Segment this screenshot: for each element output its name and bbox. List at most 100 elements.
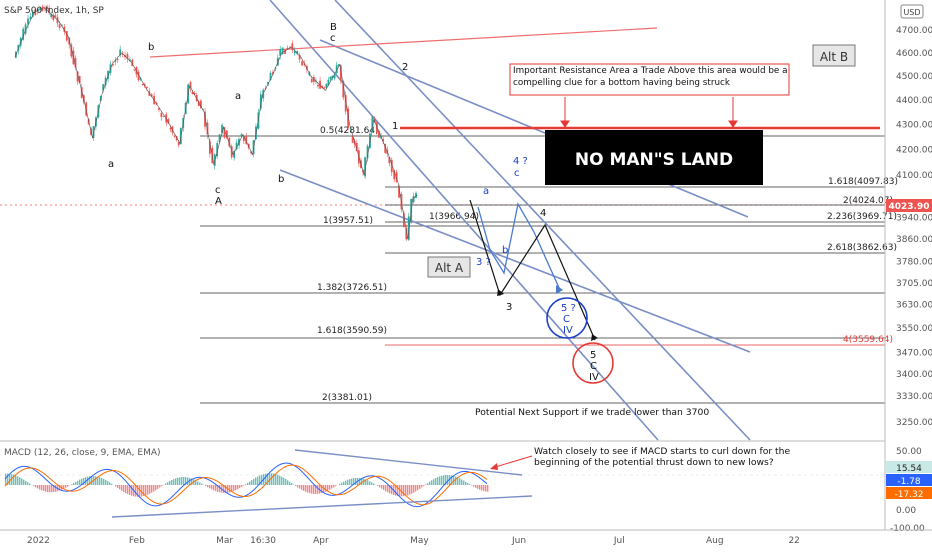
price-axis-tick: 3705.00 (896, 279, 932, 289)
wave-label: IV (563, 325, 573, 336)
macd-histogram-bar (209, 485, 210, 488)
wave-label: 5 (590, 350, 596, 361)
macd-histogram-bar (255, 478, 256, 485)
macd-histogram-bar (35, 485, 36, 487)
macd-histogram-bar (37, 485, 38, 488)
price-axis-tick: 3780.00 (896, 257, 932, 267)
macd-histogram-bar (215, 485, 216, 491)
resistance-note-text: Important Resistance Area a Trade Above … (513, 65, 788, 89)
macd-histogram-bar (41, 485, 42, 490)
price-bar (59, 24, 61, 27)
macd-histogram-bar (179, 477, 180, 485)
price-bar (161, 113, 163, 117)
macd-histogram-bar (157, 485, 158, 489)
macd-histogram-bar (95, 476, 96, 485)
time-axis-tick: 22 (788, 536, 799, 546)
fib-label: 1.382(3726.51) (317, 283, 387, 293)
price-axis-tick: 4600.00 (896, 49, 932, 59)
macd-histogram-bar (429, 482, 430, 485)
symbol-title[interactable]: S&P 500 Index, 1h, SP (4, 6, 104, 16)
fib-label: 2(3381.01) (322, 393, 372, 403)
fib-label: 2.618(3862.63) (827, 243, 897, 253)
macd-histogram-bar (219, 485, 220, 492)
wave-label: 1 (392, 121, 398, 132)
macd-histogram-bar (165, 483, 166, 485)
macd-histogram-bar (77, 481, 78, 485)
macd-histogram-bar (135, 485, 136, 497)
macd-histogram-bar (327, 485, 328, 491)
macd-histogram-bar (485, 485, 486, 491)
macd-histogram-bar (331, 485, 332, 489)
macd-histogram-bar (423, 485, 424, 486)
macd-histogram-bar (43, 485, 44, 491)
wave-label: B (330, 22, 337, 33)
macd-histogram-bar (275, 474, 276, 485)
wave-label: c (215, 185, 221, 196)
macd-histogram-bar (369, 481, 370, 485)
macd-histogram-bar (289, 482, 290, 485)
wave-label: b (278, 174, 284, 185)
macd-histogram-bar (235, 485, 236, 490)
time-axis-tick: Aug (706, 536, 724, 546)
macd-histogram-bar (431, 480, 432, 485)
price-bar (170, 128, 172, 129)
macd-histogram-bar (101, 478, 102, 485)
macd-histogram-bar (371, 482, 372, 485)
macd-histogram-bar (439, 476, 440, 485)
macd-histogram-bar (47, 485, 48, 492)
time-axis-tick: Apr (313, 536, 329, 546)
macd-histogram-bar (241, 485, 242, 487)
macd-histogram-bar (287, 480, 288, 485)
macd-histogram-bar (155, 485, 156, 490)
macd-title: MACD (12, 26, close, 9, EMA, EMA) (4, 448, 161, 458)
macd-histogram-bar (201, 484, 202, 485)
macd-histogram-bar (23, 480, 24, 485)
time-axis-tick: Feb (129, 536, 145, 546)
currency-label: USD (903, 8, 920, 17)
macd-histogram-bar (71, 484, 72, 485)
price-bar (317, 85, 319, 86)
price-bar (289, 47, 291, 48)
macd-histogram-bar (119, 485, 120, 489)
macd-histogram-bar (21, 478, 22, 485)
macd-histogram-bar (407, 485, 408, 495)
wave-label: b (148, 42, 154, 53)
macd-histogram-bar (173, 479, 174, 485)
macd-histogram-bar (9, 474, 10, 485)
alt-a-label: Alt A (435, 261, 464, 275)
macd-histogram-bar (295, 485, 296, 486)
macd-histogram-bar (117, 485, 118, 488)
macd-histogram-bar (239, 485, 240, 488)
macd-histogram-bar (39, 485, 40, 489)
fib-label: 1.618(3590.59) (317, 326, 387, 336)
macd-histogram-bar (169, 481, 170, 485)
macd-histogram-bar (199, 482, 200, 485)
macd-histogram-bar (317, 485, 318, 494)
macd-histogram-bar (251, 480, 252, 485)
macd-histogram-bar (413, 485, 414, 493)
no-mans-land-label: NO MAN"S LAND (575, 150, 733, 170)
macd-histogram-bar (207, 485, 208, 487)
macd-axis-tick: -100.00 (890, 524, 925, 534)
macd-histogram-bar (65, 485, 66, 488)
macd-histogram-bar (391, 485, 392, 494)
price-axis-tick: 4400.00 (896, 96, 932, 106)
macd-histogram-bar (333, 485, 334, 487)
macd-histogram-bar (381, 485, 382, 489)
macd-histogram-bar (473, 485, 474, 487)
wave-label: C (590, 361, 597, 372)
macd-histogram-bar (249, 481, 250, 485)
macd-histogram-bar (261, 475, 262, 485)
macd-axis-tick: 0.00 (896, 506, 916, 516)
price-bar (301, 61, 303, 65)
price-bar (133, 70, 135, 71)
macd-histogram-bar (465, 482, 466, 485)
macd-histogram-bar (51, 485, 52, 492)
price-axis-tick: 3470.00 (896, 348, 932, 358)
macd-histogram-bar (49, 485, 50, 492)
macd-histogram-bar (303, 485, 304, 491)
price-axis-tick: 3330.00 (896, 392, 932, 402)
fib-label: 1.618(4097.83) (828, 177, 898, 187)
macd-histogram-bar (213, 485, 214, 490)
